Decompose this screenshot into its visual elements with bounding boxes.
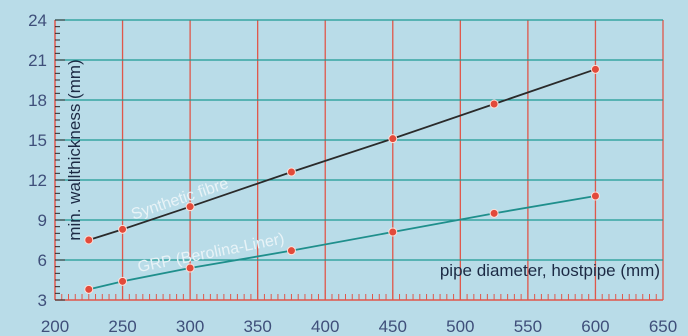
y-tick-label-3: 3: [38, 291, 47, 310]
x-axis-label: pipe diameter, hostpipe (mm): [440, 261, 660, 280]
minor-ticks: [54, 19, 664, 301]
y-tick-label-15: 15: [28, 131, 47, 150]
tick-labels: 200 250 300 350 400 450 500 550 600 650 3 6 9 12 15 18 2…: [28, 11, 677, 336]
y-tick-label-9: 9: [38, 211, 47, 230]
y-axis-label: min. wallthickness (mm): [65, 59, 84, 240]
series-0-point-4: [388, 134, 398, 144]
series-1-point-4: [388, 227, 398, 237]
y-tick-label-12: 12: [28, 171, 47, 190]
x-tick-label-400: 400: [311, 317, 339, 336]
series-1-point-1: [118, 276, 128, 286]
series-0-point-3: [286, 167, 296, 177]
series-0-point-2: [185, 202, 195, 212]
y-tick-label-24: 24: [28, 11, 47, 30]
x-tick-label-250: 250: [108, 317, 136, 336]
y-tick-label-18: 18: [28, 91, 47, 110]
series-0-point-6: [590, 64, 600, 74]
series-0-point-1: [118, 224, 128, 234]
x-tick-label-300: 300: [176, 317, 204, 336]
x-tick-label-650: 650: [649, 317, 677, 336]
x-tick-label-500: 500: [446, 317, 474, 336]
series-1-point-5: [489, 208, 499, 218]
series-1-point-2: [185, 263, 195, 273]
x-tick-label-450: 450: [379, 317, 407, 336]
y-tick-label-6: 6: [38, 251, 47, 270]
x-tick-label-600: 600: [581, 317, 609, 336]
x-tick-label-350: 350: [243, 317, 271, 336]
x-tick-label-550: 550: [514, 317, 542, 336]
series-1-point-3: [286, 246, 296, 256]
series-1-point-6: [590, 191, 600, 201]
series-1-point-0: [84, 284, 94, 294]
series-0-point-5: [489, 99, 499, 109]
series-layer: [84, 64, 600, 294]
x-tick-label-200: 200: [41, 317, 69, 336]
series-0-point-0: [84, 235, 94, 245]
y-tick-label-21: 21: [28, 51, 47, 70]
horizontal-grid: [55, 19, 663, 261]
plot-area: [55, 20, 663, 300]
